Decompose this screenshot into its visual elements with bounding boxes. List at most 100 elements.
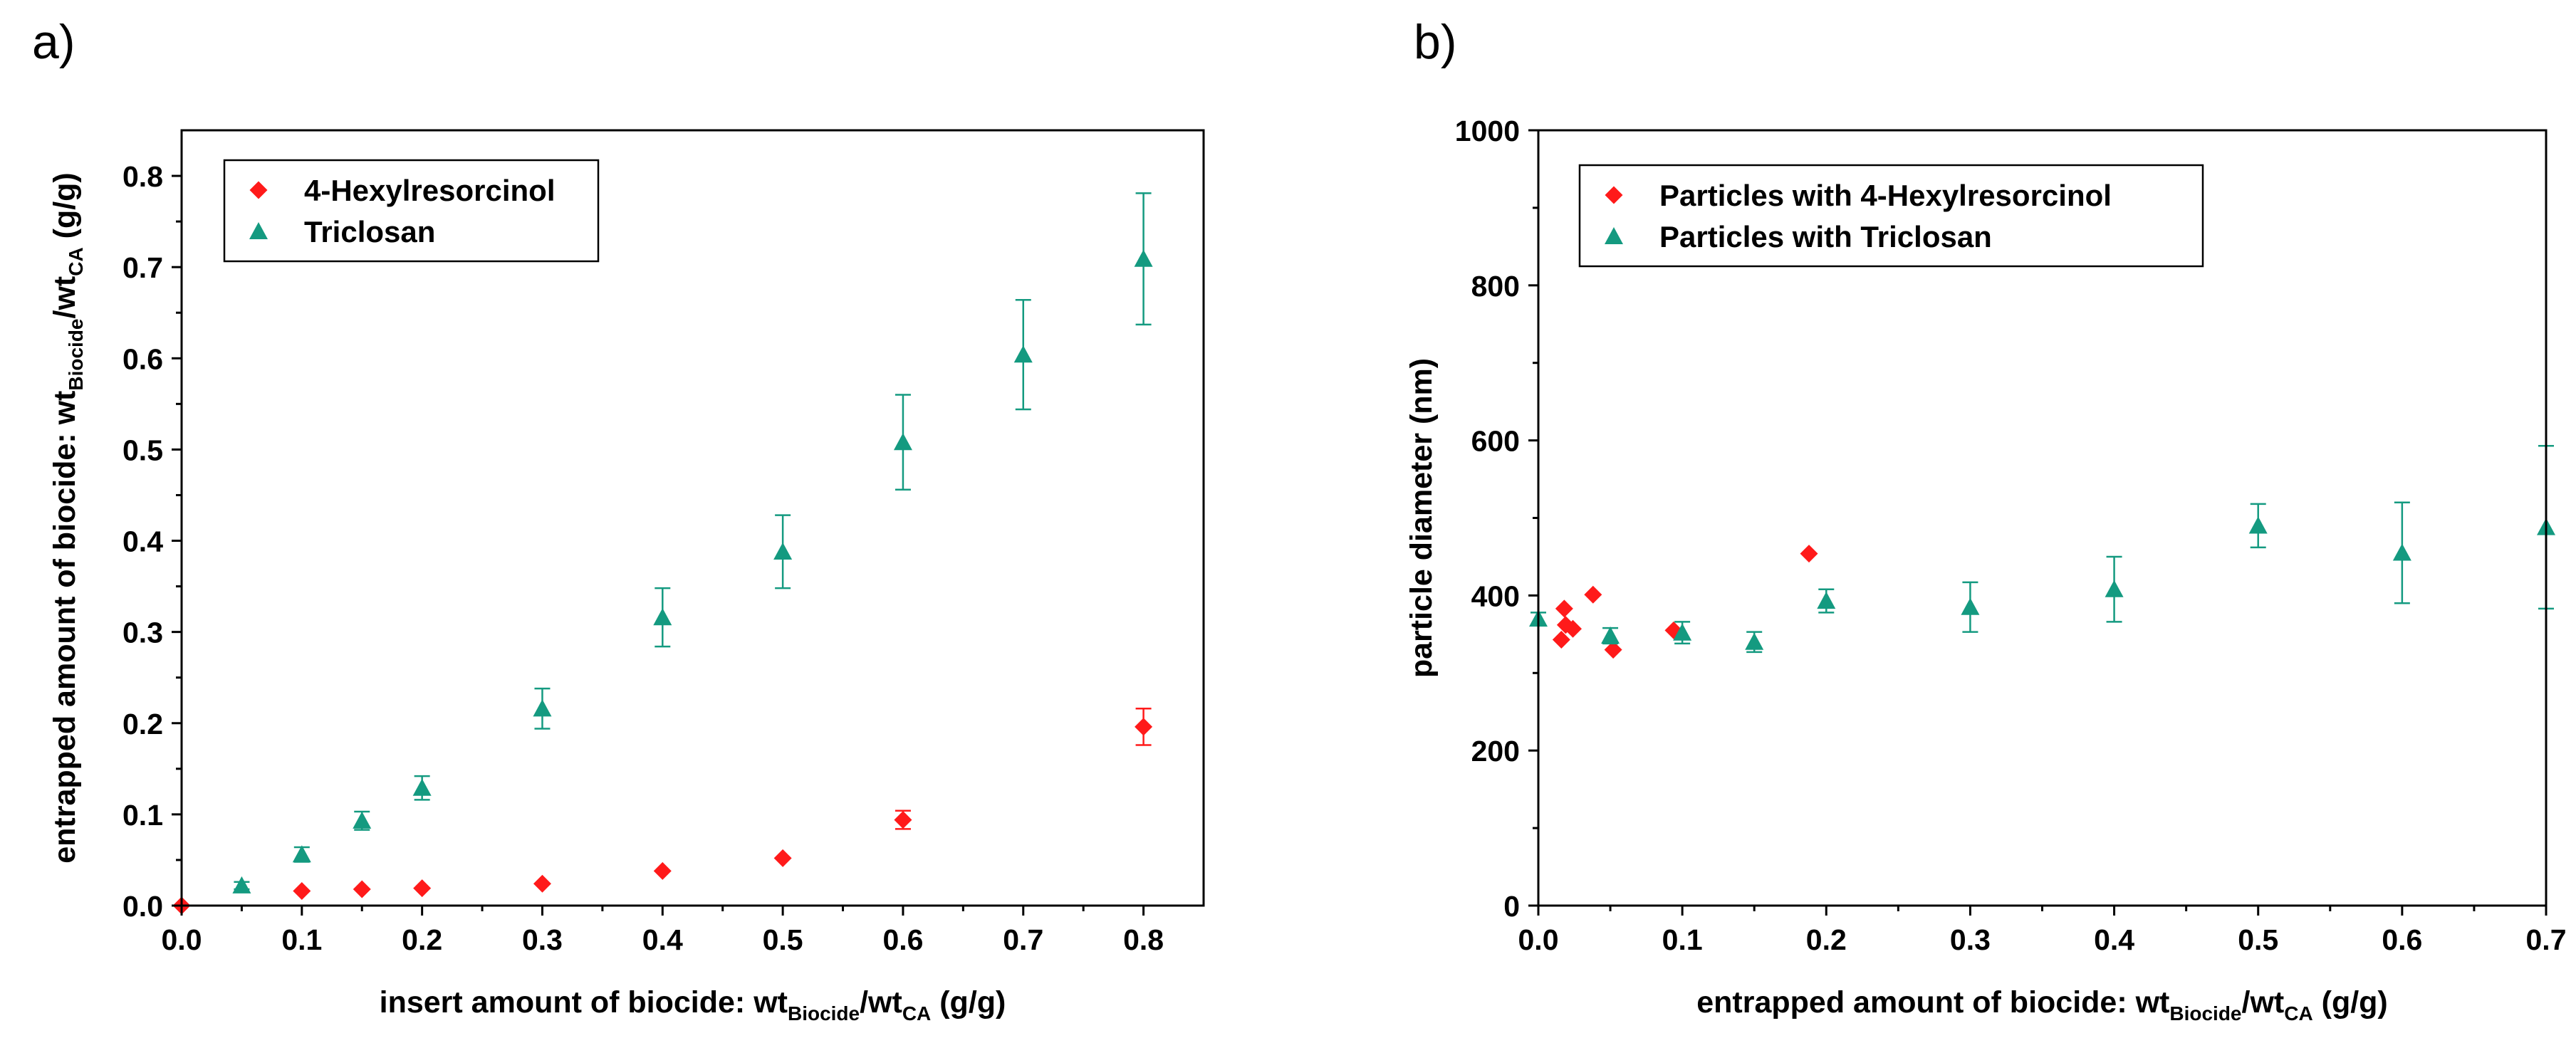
series-hexylresorcinol <box>1552 545 1818 659</box>
x-tick-label: 0.5 <box>763 923 803 956</box>
legend-box <box>223 159 600 263</box>
series-triclosan <box>1529 444 2555 654</box>
data-point <box>1135 718 1153 736</box>
y-tick-label: 0.5 <box>122 434 163 466</box>
y-tick-label: 0.8 <box>122 160 163 193</box>
plot-frame <box>180 129 1205 907</box>
x-axis-label: entrapped amount of biocide: wtBiocide/w… <box>1696 985 2388 1024</box>
data-point <box>2248 516 2268 534</box>
data-point <box>894 811 912 829</box>
plot-area <box>1529 444 2555 659</box>
y-tick-label: 0.1 <box>122 799 163 832</box>
data-point <box>533 874 551 893</box>
data-point <box>412 778 432 796</box>
legend-item: Particles with 4-Hexylresorcinol <box>1605 179 2112 212</box>
y-tick-label: 0.0 <box>122 890 163 923</box>
y-tick-label: 0.3 <box>122 617 163 649</box>
x-tick-label: 0.1 <box>281 923 322 956</box>
series-triclosan <box>232 192 1153 893</box>
data-point <box>353 811 372 829</box>
data-point <box>1800 545 1818 563</box>
x-tick-label: 0.0 <box>162 923 202 956</box>
legend-item: Triclosan <box>249 215 435 248</box>
x-tick-label: 0.4 <box>642 923 683 956</box>
y-tick-label: 0 <box>1503 890 1520 923</box>
data-point <box>1673 623 1692 641</box>
data-point <box>1555 599 1573 618</box>
x-tick-label: 0.5 <box>2238 923 2278 956</box>
y-tick-label: 1000 <box>1455 115 1520 147</box>
y-tick-label: 0.7 <box>122 251 163 284</box>
x-tick-label: 0.2 <box>1806 923 1847 956</box>
x-tick-label: 0.4 <box>2094 923 2134 956</box>
data-point <box>653 608 672 626</box>
plot-area <box>172 192 1153 915</box>
data-point <box>773 849 792 867</box>
y-tick-label: 800 <box>1471 270 1520 303</box>
chart-panel-b: b) 0.0 0.1 0.2 0.3 0.4 0.5 0.6 0.7 0 200 400 600 800 1… <box>1404 15 2567 1024</box>
y-tick-label: 0.2 <box>122 708 163 740</box>
data-point <box>1604 641 1622 659</box>
data-point <box>2392 543 2411 561</box>
legend: Particles with 4-Hexylresorcinol Particle… <box>1578 164 2204 268</box>
legend-label: Particles with 4-Hexylresorcinol <box>1659 179 2112 212</box>
data-point <box>1013 345 1033 363</box>
data-point <box>353 880 371 898</box>
x-tick-label: 0.7 <box>2526 923 2567 956</box>
y-axis: 0.0 0.1 0.2 0.3 0.4 0.5 0.6 0.7 0.8 <box>122 160 182 923</box>
data-point <box>1552 630 1570 649</box>
diamond-marker-icon <box>249 181 268 199</box>
x-axis: 0.0 0.1 0.2 0.3 0.4 0.5 0.6 0.7 <box>1518 906 2567 956</box>
data-point <box>893 433 912 451</box>
triangle-marker-icon <box>249 222 268 240</box>
data-point <box>653 861 672 880</box>
legend-label: 4-Hexylresorcinol <box>304 174 556 207</box>
x-tick-label: 0.0 <box>1518 923 1559 956</box>
legend-label: Triclosan <box>304 215 435 248</box>
y-tick-label: 0.4 <box>122 525 163 558</box>
y-axis-label: entrapped amount of biocide: wtBiocide/w… <box>48 172 87 864</box>
x-tick-label: 0.7 <box>1003 923 1043 956</box>
panel-label: b) <box>1414 15 1456 69</box>
x-axis-label: insert amount of biocide: wtBiocide/wtCA… <box>380 985 1006 1024</box>
data-point <box>1584 585 1602 604</box>
y-tick-label: 400 <box>1471 580 1520 612</box>
legend-item: Particles with Triclosan <box>1605 220 1992 253</box>
data-point <box>533 699 552 717</box>
x-tick-label: 0.1 <box>1662 923 1703 956</box>
legend-item: 4-Hexylresorcinol <box>249 174 556 207</box>
y-tick-label: 600 <box>1471 425 1520 458</box>
y-tick-label: 200 <box>1471 735 1520 767</box>
data-point <box>1961 597 1980 615</box>
data-point <box>773 542 793 560</box>
x-tick-label: 0.6 <box>2382 923 2422 956</box>
y-axis: 0 200 400 600 800 1000 <box>1455 115 1538 923</box>
y-tick-label: 0.6 <box>122 342 163 375</box>
series-hexylresorcinol <box>172 708 1153 915</box>
chart-panel-a: a)0.0 0.1 0.2 0.3 0.4 0.5 0.6 0.7 0.80.00.10.20.… <box>32 15 1205 1024</box>
triangle-marker-icon <box>1605 227 1623 245</box>
data-point <box>1134 249 1153 267</box>
data-point <box>1817 592 1836 609</box>
data-point <box>413 879 432 898</box>
x-tick-label: 0.3 <box>522 923 563 956</box>
x-axis: 0.0 0.1 0.2 0.3 0.4 0.5 0.6 0.7 0.8 <box>162 906 1164 956</box>
diamond-marker-icon <box>1605 186 1623 204</box>
legend: 4-Hexylresorcinol Triclosan <box>223 159 600 263</box>
legend-label: Particles with Triclosan <box>1659 220 1992 253</box>
y-axis-label: particle diameter (nm) <box>1404 358 1439 678</box>
data-point <box>2105 580 2124 597</box>
legend-box <box>1578 164 2204 268</box>
data-point <box>1564 619 1582 638</box>
panel-label: a) <box>32 15 75 69</box>
x-tick-label: 0.2 <box>402 923 442 956</box>
data-point <box>1745 632 1764 650</box>
data-point <box>232 876 251 893</box>
x-tick-label: 0.6 <box>882 923 923 956</box>
data-point <box>1601 627 1620 644</box>
data-point <box>292 845 311 863</box>
data-point <box>293 882 311 901</box>
x-tick-label: 0.3 <box>1950 923 1991 956</box>
x-tick-label: 0.8 <box>1123 923 1164 956</box>
